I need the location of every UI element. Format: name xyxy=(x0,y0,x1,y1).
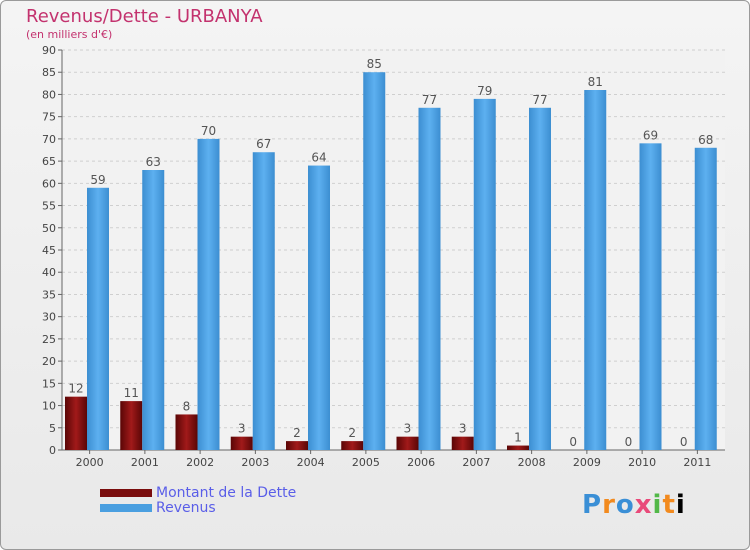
value-label-debt: 3 xyxy=(459,422,467,436)
bar-revenue xyxy=(363,72,386,450)
y-tick-label: 15 xyxy=(42,377,56,390)
y-tick-label: 55 xyxy=(42,200,56,213)
y-tick-label: 60 xyxy=(42,177,56,190)
bar-revenue xyxy=(473,98,496,450)
y-tick-label: 50 xyxy=(42,222,56,235)
x-tick-label: 2010 xyxy=(628,456,656,469)
legend-swatch-revenue xyxy=(100,503,152,512)
y-tick-label: 80 xyxy=(42,88,56,101)
bar-revenue xyxy=(639,143,662,451)
y-tick-label: 65 xyxy=(42,155,56,168)
legend-swatch-debt xyxy=(100,488,152,497)
y-tick-label: 40 xyxy=(42,266,56,279)
bar-debt xyxy=(120,401,143,450)
proxiti-logo: Proxiti xyxy=(582,490,686,520)
value-label-revenue: 77 xyxy=(422,93,437,107)
y-tick-label: 85 xyxy=(42,66,56,79)
value-label-debt: 8 xyxy=(183,399,191,413)
x-tick-label: 2001 xyxy=(131,456,159,469)
bar-debt xyxy=(507,445,529,450)
legend-label-revenue: Revenus xyxy=(156,499,216,516)
bar-debt xyxy=(396,436,419,450)
chart-title: Revenus/Dette - URBANYA xyxy=(26,6,263,27)
bar-debt xyxy=(175,414,198,450)
bar-revenue xyxy=(197,138,220,450)
x-tick-label: 2000 xyxy=(76,456,104,469)
bar-revenue xyxy=(584,90,607,450)
x-tick-label: 2008 xyxy=(518,456,546,469)
value-label-debt: 12 xyxy=(68,382,83,396)
chart-subtitle: (en milliers d'€) xyxy=(26,28,113,41)
bar-revenue xyxy=(418,107,441,451)
value-label-debt: 11 xyxy=(124,386,139,400)
bar-revenue xyxy=(87,187,109,450)
value-label-revenue: 69 xyxy=(643,128,658,142)
x-tick-label: 2009 xyxy=(573,456,601,469)
value-label-debt: 3 xyxy=(404,422,412,436)
value-label-debt: 2 xyxy=(293,426,301,440)
value-label-revenue: 67 xyxy=(256,137,271,151)
value-label-revenue: 70 xyxy=(201,124,216,138)
value-label-revenue: 64 xyxy=(311,151,326,165)
bar-debt xyxy=(341,441,364,450)
y-tick-label: 30 xyxy=(42,311,56,324)
value-label-revenue: 81 xyxy=(588,75,603,89)
value-label-debt: 0 xyxy=(625,435,633,449)
value-label-debt: 0 xyxy=(680,435,688,449)
value-label-revenue: 77 xyxy=(532,93,547,107)
bar-revenue xyxy=(252,152,275,450)
y-tick-label: 20 xyxy=(42,355,56,368)
value-label-debt: 0 xyxy=(569,435,577,449)
y-tick-label: 25 xyxy=(42,333,56,346)
legend-label-debt: Montant de la Dette xyxy=(156,484,297,501)
x-tick-label: 2005 xyxy=(352,456,380,469)
legend-item-debt: Montant de la Dette xyxy=(100,484,297,501)
y-tick-label: 0 xyxy=(49,444,56,457)
y-tick-label: 70 xyxy=(42,133,56,146)
bar-revenue xyxy=(694,147,717,450)
y-tick-label: 35 xyxy=(42,288,56,301)
bar-debt xyxy=(65,396,87,450)
x-tick-label: 2004 xyxy=(297,456,325,469)
y-tick-label: 10 xyxy=(42,400,56,413)
value-label-debt: 2 xyxy=(348,426,356,440)
y-tick-label: 45 xyxy=(42,244,56,257)
value-label-debt: 1 xyxy=(514,431,522,445)
value-label-revenue: 59 xyxy=(90,173,105,187)
legend: Montant de la Dette Revenus xyxy=(100,484,297,516)
y-tick-label: 75 xyxy=(42,111,56,124)
bar-revenue xyxy=(308,165,330,451)
value-label-revenue: 79 xyxy=(477,84,492,98)
x-tick-label: 2003 xyxy=(241,456,269,469)
value-label-debt: 3 xyxy=(238,422,246,436)
value-label-revenue: 85 xyxy=(367,57,382,71)
x-tick-label: 2011 xyxy=(683,456,711,469)
y-tick-label: 90 xyxy=(42,44,56,57)
x-tick-label: 2002 xyxy=(186,456,214,469)
x-tick-label: 2007 xyxy=(462,456,490,469)
value-label-revenue: 63 xyxy=(146,155,161,169)
bar-revenue xyxy=(142,170,165,450)
bar-debt xyxy=(230,436,253,450)
bar-revenue xyxy=(529,107,551,451)
legend-item-revenue: Revenus xyxy=(100,499,296,516)
x-tick-label: 2006 xyxy=(407,456,435,469)
bar-debt xyxy=(286,441,308,450)
bar-debt xyxy=(451,436,474,450)
y-tick-label: 5 xyxy=(49,422,56,435)
value-label-revenue: 68 xyxy=(698,133,713,147)
